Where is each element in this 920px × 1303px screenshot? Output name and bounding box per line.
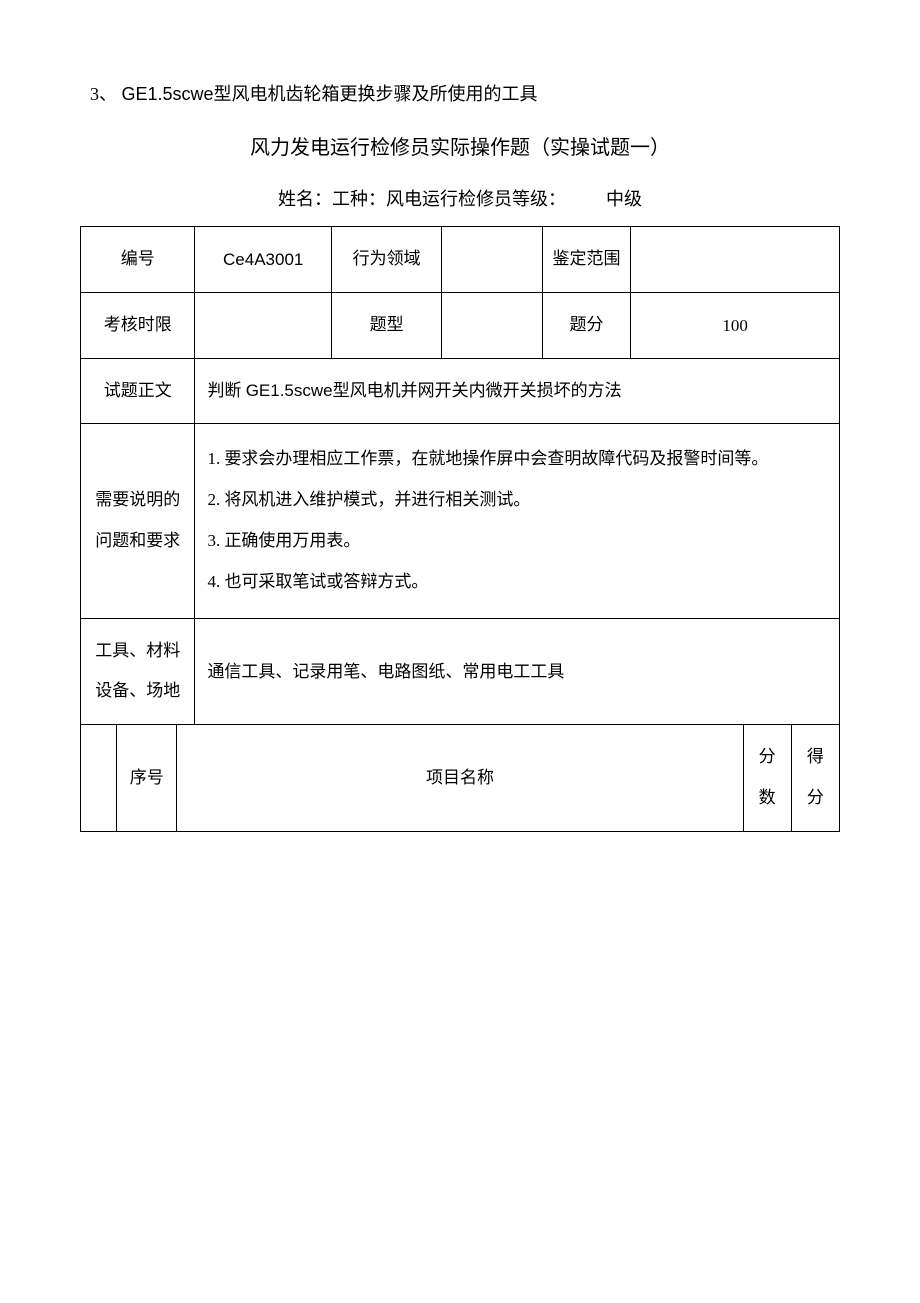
cell-requirements-content: 1. 要求会办理相应工作票，在就地操作屏中会查明故障代码及报警时间等。 2. 将… xyxy=(195,424,840,618)
name-label: 姓名： xyxy=(278,189,332,209)
table-row: 编号 Ce4A3001 行为领域 鉴定范围 xyxy=(81,227,840,293)
requirement-item: 4. 也可采取笔试或答辩方式。 xyxy=(207,562,827,603)
cell-time-label: 考核时限 xyxy=(81,292,195,358)
cell-domain-value xyxy=(442,227,542,293)
info-line: 姓名：工种：风电运行检修员等级： 中级 xyxy=(80,185,840,211)
tools-label-b: 设备、场地 xyxy=(89,671,186,712)
cell-type-label: 题型 xyxy=(331,292,441,358)
heading-suffix: 型风电机齿轮箱更换步骤及所使用的工具 xyxy=(214,84,538,104)
grade-value: 中级 xyxy=(606,189,642,209)
grade-label: 等级： xyxy=(512,189,566,209)
question-suffix: 型风电机并网开关内微开关损坏的方法 xyxy=(333,381,622,400)
cell-points-label: 分数 xyxy=(743,725,791,832)
cell-score-label: 题分 xyxy=(542,292,630,358)
table-row: 需要说明的问题和要求 1. 要求会办理相应工作票，在就地操作屏中会查明故障代码及… xyxy=(81,424,840,618)
cell-domain-label: 行为领域 xyxy=(331,227,441,293)
cell-project-name-label: 项目名称 xyxy=(177,725,743,832)
cell-empty-corner xyxy=(81,725,117,832)
table-row: 序号 项目名称 分数 得分 xyxy=(81,725,840,832)
table-row: 试题正文 判断 GE1.5scwe型风电机并网开关内微开关损坏的方法 xyxy=(81,358,840,424)
cell-question-text: 判断 GE1.5scwe型风电机并网开关内微开关损坏的方法 xyxy=(195,358,840,424)
cell-seq-label: 序号 xyxy=(117,725,177,832)
cell-earned-label: 得分 xyxy=(791,725,839,832)
cell-scope-value xyxy=(631,227,840,293)
cell-number-label: 编号 xyxy=(81,227,195,293)
section-number-heading: 3、 GE1.5scwe型风电机齿轮箱更换步骤及所使用的工具 xyxy=(80,80,840,106)
tools-label-a: 工具、材料 xyxy=(89,631,186,672)
cell-type-value xyxy=(442,292,542,358)
requirement-item: 1. 要求会办理相应工作票，在就地操作屏中会查明故障代码及报警时间等。 xyxy=(207,439,827,480)
cell-time-value xyxy=(195,292,332,358)
cell-number-value: Ce4A3001 xyxy=(195,227,332,293)
cell-question-label: 试题正文 xyxy=(81,358,195,424)
question-prefix: 判断 xyxy=(207,381,245,400)
heading-prefix: 3、 xyxy=(90,84,122,104)
cell-scope-label: 鉴定范围 xyxy=(542,227,630,293)
table-row: 工具、材料 设备、场地 通信工具、记录用笔、电路图纸、常用电工工具 xyxy=(81,618,840,725)
document-title: 风力发电运行检修员实际操作题（实操试题一） xyxy=(80,131,840,160)
requirement-item: 3. 正确使用万用表。 xyxy=(207,521,827,562)
cell-score-value: 100 xyxy=(631,292,840,358)
exam-table: 编号 Ce4A3001 行为领域 鉴定范围 考核时限 题型 题分 100 试题正… xyxy=(80,226,840,832)
question-model: GE1.5scwe xyxy=(246,381,333,400)
cell-tools-content: 通信工具、记录用笔、电路图纸、常用电工工具 xyxy=(195,618,840,725)
cell-tools-label: 工具、材料 设备、场地 xyxy=(81,618,195,725)
job-label: 工种：风电运行检修员 xyxy=(332,189,512,209)
requirement-item: 2. 将风机进入维护模式，并进行相关测试。 xyxy=(207,480,827,521)
table-row: 考核时限 题型 题分 100 xyxy=(81,292,840,358)
heading-model: GE1.5scwe xyxy=(122,84,214,104)
cell-requirements-label: 需要说明的问题和要求 xyxy=(81,424,195,618)
